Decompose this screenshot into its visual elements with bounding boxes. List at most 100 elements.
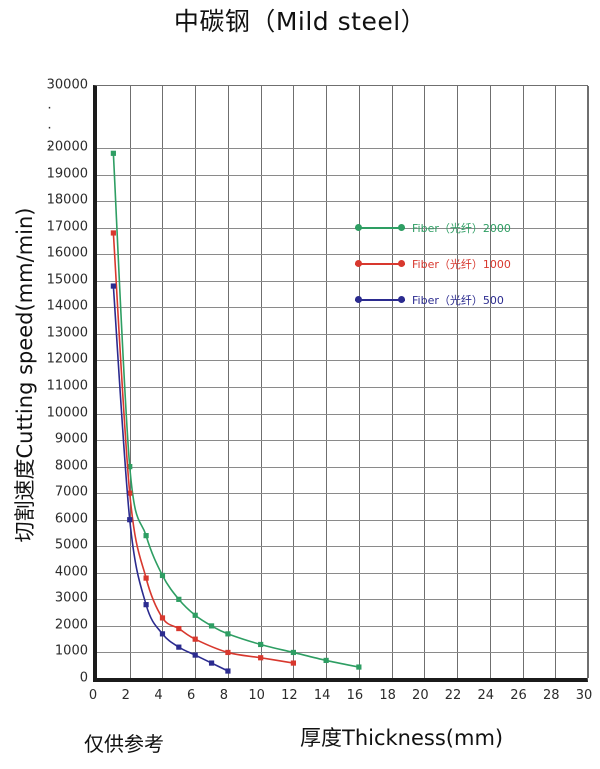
legend-label: Fiber（光纤）500 (412, 294, 504, 307)
data-point-marker (127, 517, 133, 523)
page-title: 中碳钢（Mild steel） (173, 7, 427, 36)
legend-label: Fiber（光纤）1000 (412, 258, 511, 271)
data-point-marker (258, 655, 264, 661)
y-axis-title: 切割速度Cutting speed(mm/min) (13, 207, 37, 543)
x-tick-label: 6 (187, 688, 196, 703)
data-point-marker (127, 464, 133, 470)
data-point-marker (225, 631, 231, 637)
legend-dot-right (398, 224, 405, 231)
data-point-marker (290, 649, 296, 656)
gridline-vertical (391, 86, 393, 678)
data-point-marker (110, 283, 116, 289)
gridline-horizontal (97, 572, 587, 574)
gridline-horizontal (97, 227, 587, 229)
data-point-marker (258, 641, 264, 648)
gridline-vertical (555, 86, 557, 678)
legend-dot-right (398, 296, 405, 303)
gridline-horizontal (97, 466, 587, 468)
gridline-horizontal (97, 174, 587, 176)
data-point-marker (176, 625, 182, 632)
legend-line (355, 227, 405, 229)
y-tick-label: 11000 (46, 378, 88, 394)
y-tick-label: 12000 (46, 351, 88, 367)
y-tick-label: 5000 (54, 537, 88, 553)
gridline-horizontal (97, 440, 587, 442)
plot-area (93, 85, 589, 682)
x-tick-label: 16 (346, 688, 364, 703)
legend-dot-left (355, 260, 362, 267)
gridline-horizontal (97, 201, 587, 203)
legend-dot-right (398, 260, 405, 267)
gridline-horizontal (97, 625, 587, 627)
x-tick-label: 22 (444, 688, 462, 703)
x-tick-label: 18 (379, 688, 396, 703)
gridline-vertical (457, 86, 459, 678)
data-point-marker (356, 664, 362, 670)
y-tick-label: 20000 (46, 139, 88, 155)
series-layer (110, 150, 362, 674)
x-tick-label: 4 (154, 688, 163, 703)
gridline-vertical (489, 86, 491, 678)
x-axis-title: 厚度Thickness(mm) (300, 726, 504, 750)
gridline-horizontal (97, 599, 587, 601)
legend-dot-left (355, 296, 362, 303)
x-tick-label: 20 (412, 688, 429, 703)
y-tick-label: 13000 (46, 325, 88, 341)
legend-line (355, 263, 405, 265)
x-tick-label: 26 (510, 688, 527, 703)
gridlines (97, 86, 589, 678)
x-tick-label: 30 (575, 688, 593, 703)
y-axis-break-dot: · (47, 118, 52, 136)
y-tick-label: 3000 (54, 590, 88, 606)
chart-legend: Fiber（光纤）2000 Fiber（光纤）1000 Fiber（光纤）500 (355, 210, 535, 318)
gridline-horizontal (97, 280, 587, 282)
footnote-text: 仅供参考 (84, 732, 164, 756)
y-axis-tick-labels: 30000 · · · 20000 19000 18000 17000 16000 15000 14… (0, 78, 88, 686)
gridline-vertical (588, 86, 589, 678)
data-point-marker (290, 660, 296, 666)
gridline-vertical (227, 86, 229, 678)
y-tick-label: 2000 (54, 617, 88, 633)
legend-swatch-icon (355, 223, 405, 233)
data-point-marker (110, 230, 116, 236)
gridline-vertical (293, 86, 295, 678)
x-tick-label: 0 (88, 688, 98, 703)
legend-fiber-1000[interactable]: Fiber（光纤）1000 (355, 246, 535, 282)
gridline-horizontal (97, 493, 587, 495)
gridline-vertical (260, 86, 262, 678)
y-tick-label: 0 (79, 670, 88, 686)
gridline-horizontal (97, 546, 587, 548)
x-axis-tick-labels: 0 2 4 6 8 10 12 14 16 18 20 22 24 26 28 30 (89, 688, 592, 710)
data-point-marker (176, 596, 182, 602)
gridline-vertical (326, 86, 328, 678)
legend-fiber-2000[interactable]: Fiber（光纤）2000 (355, 210, 535, 246)
x-tick-label: 14 (313, 688, 331, 703)
gridline-horizontal (97, 254, 587, 256)
x-tick-label: 24 (477, 688, 495, 703)
y-tick-label: 18000 (46, 192, 88, 208)
gridline-horizontal (97, 360, 587, 362)
y-tick-label: 6000 (54, 511, 88, 527)
y-tick-label: 10000 (46, 405, 88, 420)
gridline-vertical (162, 86, 164, 678)
data-point-marker (143, 602, 149, 608)
legend-fiber-500[interactable]: Fiber（光纤）500 (355, 282, 535, 318)
y-tick-label: 30000 (46, 77, 88, 93)
legend-label: Fiber（光纤）2000 (412, 222, 511, 235)
data-point-marker (208, 660, 215, 666)
legend-swatch-icon (355, 295, 405, 305)
data-point-marker (143, 533, 149, 539)
legend-swatch-icon (355, 259, 405, 269)
data-point-marker (192, 652, 198, 658)
y-tick-label: 14000 (46, 298, 88, 314)
gridline-horizontal (97, 652, 587, 654)
gridline-vertical (424, 86, 426, 678)
y-tick-label: 15000 (46, 272, 88, 288)
data-point-marker (159, 615, 166, 621)
data-point-marker (159, 572, 166, 579)
data-point-marker (192, 636, 198, 642)
gridline-vertical (195, 86, 197, 678)
y-axis-break-dot: · (47, 98, 52, 116)
x-tick-label: 2 (121, 688, 130, 703)
x-tick-label: 8 (219, 688, 229, 703)
